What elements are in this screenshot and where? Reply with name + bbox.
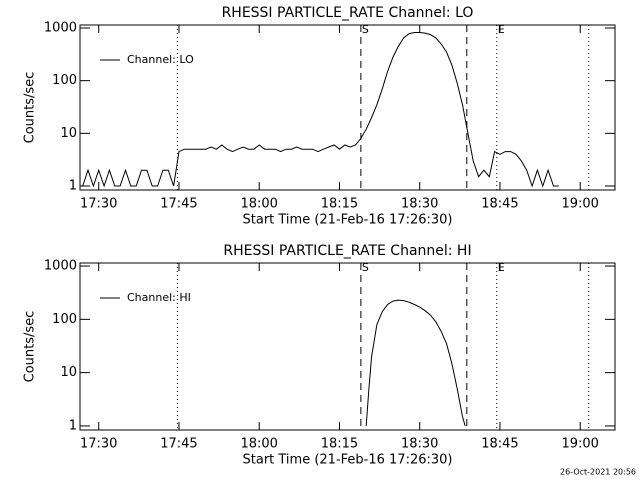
- legend-label: Channel: LO: [127, 53, 194, 66]
- chart-title: RHESSI PARTICLE_RATE Channel: LO: [222, 5, 474, 21]
- annotation: E: [498, 23, 505, 36]
- y-tick-label: 1: [69, 418, 77, 433]
- x-tick-label: 19:00: [561, 197, 598, 212]
- x-axis-label: Start Time (21-Feb-16 17:26:30): [243, 453, 453, 468]
- x-tick-label: 18:15: [321, 197, 358, 212]
- y-tick-label: 100: [52, 73, 77, 88]
- footer: 26-Oct-2021 20:56: [560, 468, 636, 477]
- x-tick-label: 17:30: [80, 197, 117, 212]
- y-axis-label: Counts/sec: [23, 311, 38, 383]
- y-tick-label: 1: [69, 179, 77, 194]
- y-axis-label: Counts/sec: [23, 72, 38, 144]
- x-tick-label: 18:00: [240, 437, 277, 452]
- data-line: [82, 32, 559, 188]
- y-tick-label: 1000: [44, 20, 77, 35]
- x-tick-label: 18:15: [321, 437, 358, 452]
- x-tick-label: 18:00: [240, 197, 277, 212]
- annotation: S: [362, 261, 369, 274]
- y-tick-label: 10: [60, 126, 77, 141]
- legend-label: Channel: HI: [127, 291, 191, 304]
- plot-frame: [79, 262, 616, 431]
- x-tick-label: 18:30: [401, 197, 438, 212]
- x-tick-label: 19:00: [561, 437, 598, 452]
- x-axis-label: Start Time (21-Feb-16 17:26:30): [243, 213, 453, 228]
- x-tick-label: 17:45: [160, 197, 197, 212]
- x-tick-label: 17:45: [160, 437, 197, 452]
- annotation: S: [362, 23, 369, 36]
- annotation: E: [498, 261, 505, 274]
- plot-frame: [79, 24, 616, 191]
- y-tick-label: 1000: [44, 259, 77, 274]
- chart-title: RHESSI PARTICLE_RATE Channel: HI: [223, 243, 471, 259]
- y-tick-label: 10: [60, 365, 77, 380]
- x-tick-label: 18:30: [401, 437, 438, 452]
- data-line: [365, 299, 466, 427]
- y-tick-label: 100: [52, 312, 77, 327]
- x-tick-label: 18:45: [481, 197, 518, 212]
- x-tick-label: 17:30: [80, 437, 117, 452]
- x-tick-label: 18:45: [481, 437, 518, 452]
